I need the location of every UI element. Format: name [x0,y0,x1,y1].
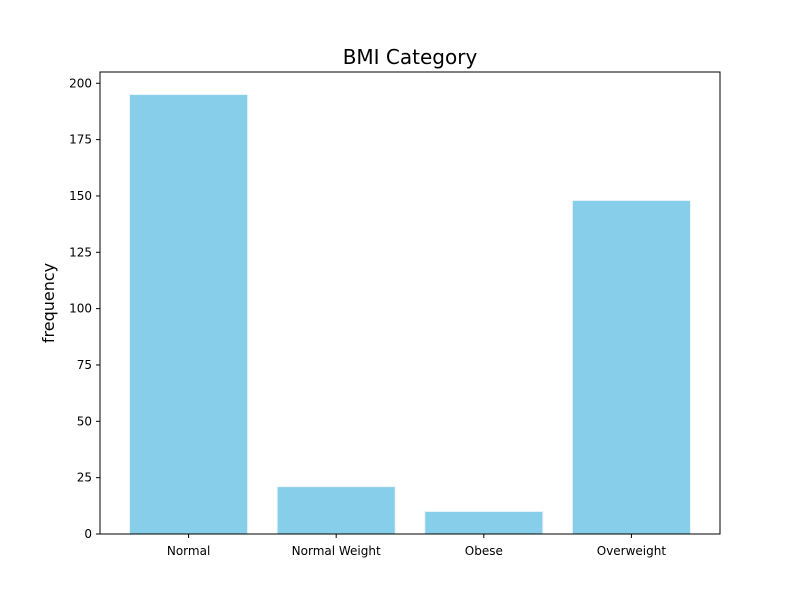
bar-overweight [571,199,691,535]
y-tick-label: 175 [69,133,92,147]
bar-obese [424,510,544,535]
x-ticks-group: Normal Normal Weight Obese Overweight [167,534,667,558]
x-tick-label: Obese [465,544,503,558]
y-axis-label: frequency [39,263,58,343]
y-tick-label: 125 [69,245,92,259]
x-tick-label: Normal Weight [292,544,381,558]
y-tick-label: 150 [69,189,92,203]
bars-group [129,94,691,535]
y-ticks-group: 0 25 50 75 100 125 150 175 200 [69,76,100,541]
y-tick-label: 0 [84,527,92,541]
bar-normal [129,94,249,535]
x-tick-label: Overweight [597,544,667,558]
y-tick-label: 50 [77,414,92,428]
chart-title: BMI Category [343,45,478,69]
x-tick-label: Normal [167,544,210,558]
y-tick-label: 200 [69,76,92,90]
y-tick-label: 100 [69,302,92,316]
bar-normal-weight [276,486,396,535]
y-tick-label: 25 [77,471,92,485]
y-tick-label: 75 [77,358,92,372]
plot-area-frame [99,71,721,535]
